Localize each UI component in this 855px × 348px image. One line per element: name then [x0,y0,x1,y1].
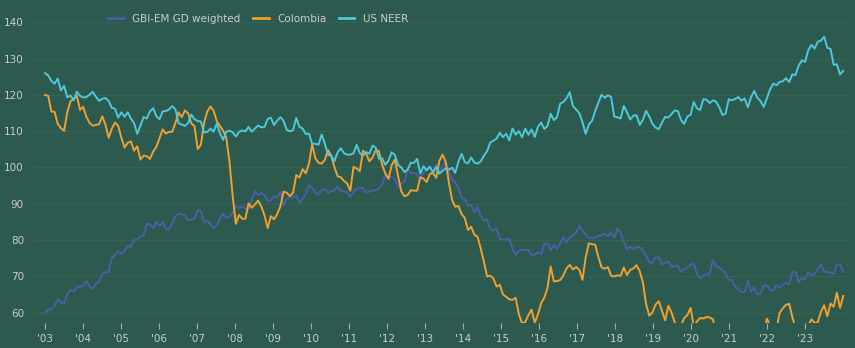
Line: US NEER: US NEER [45,37,843,174]
GBI-EM GD weighted [551,247,562,251]
Colombia [549,279,559,284]
US NEER [603,93,613,97]
Colombia [823,314,833,318]
GBI-EM GD weighted [56,300,66,304]
US NEER [551,115,562,119]
Colombia [838,294,848,298]
GBI-EM GD weighted [279,204,289,208]
Colombia [40,93,50,97]
Line: Colombia: Colombia [45,95,843,348]
GBI-EM GD weighted [838,270,848,274]
Colombia [599,267,610,271]
US NEER [279,119,289,123]
US NEER [676,118,687,122]
US NEER [838,69,848,73]
Colombia [56,126,66,130]
GBI-EM GD weighted [676,270,687,274]
GBI-EM GD weighted [440,159,451,163]
US NEER [40,71,50,75]
GBI-EM GD weighted [823,270,833,274]
US NEER [56,88,66,93]
GBI-EM GD weighted [40,310,50,315]
Colombia [673,333,683,337]
US NEER [434,172,445,176]
US NEER [819,35,829,39]
US NEER [825,47,835,51]
Legend: GBI-EM GD weighted, Colombia, US NEER: GBI-EM GD weighted, Colombia, US NEER [104,9,412,28]
Line: GBI-EM GD weighted: GBI-EM GD weighted [45,161,843,313]
GBI-EM GD weighted [603,234,613,238]
Colombia [279,190,289,194]
